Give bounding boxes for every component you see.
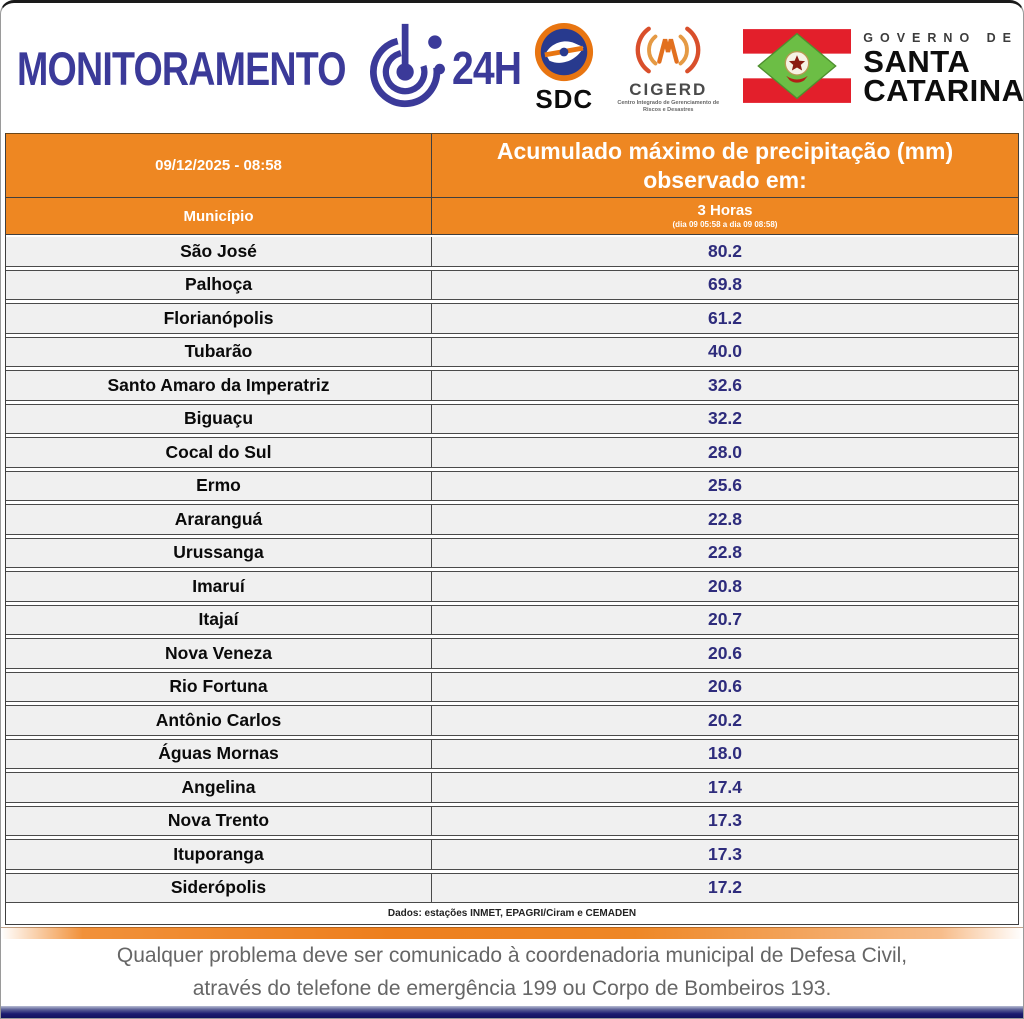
value-cell: 25.6 bbox=[707, 475, 743, 496]
cigerd-subtitle: Centro Integrado de Gerenciamento de Ris… bbox=[617, 99, 720, 113]
santa-label: SANTA bbox=[863, 43, 971, 79]
value-cell: 80.2 bbox=[707, 240, 743, 261]
table-row: Angelina 17.4 bbox=[6, 772, 1018, 803]
municipio-column-header: Município bbox=[6, 198, 432, 234]
municipality-cell: Angelina bbox=[6, 773, 432, 802]
radar-icon bbox=[366, 21, 450, 126]
municipality-cell: Ituporanga bbox=[6, 840, 432, 869]
value-cell: 69.8 bbox=[707, 274, 743, 295]
table-row: Tubarão 40.0 bbox=[6, 336, 1018, 367]
sdc-label: SDC bbox=[535, 84, 594, 114]
hours-range-subheader: (dia 09 05:58 a dia 09 08:58) bbox=[672, 220, 778, 230]
municipality-cell: Biguaçu bbox=[6, 404, 432, 433]
sdc-emblem-icon bbox=[533, 21, 595, 88]
table-title: Acumulado máximo de precipitação (mm) ob… bbox=[496, 137, 954, 193]
value-cell: 20.2 bbox=[707, 709, 743, 730]
table-title-row: 09/12/2025 - 08:58 Acumulado máximo de p… bbox=[6, 134, 1018, 198]
brand-suffix: 24H bbox=[451, 42, 522, 94]
municipality-cell: Imaruí bbox=[6, 572, 432, 601]
municipality-cell: Santo Amaro da Imperatriz bbox=[6, 371, 432, 400]
table-row: Águas Mornas 18.0 bbox=[6, 738, 1018, 769]
table-row: Imaruí 20.8 bbox=[6, 571, 1018, 602]
notice-line-2: através do telefone de emergência 199 ou… bbox=[192, 976, 832, 1000]
table-row: Antônio Carlos 20.2 bbox=[6, 705, 1018, 736]
table-row: Urussanga 22.8 bbox=[6, 537, 1018, 568]
governo-text: GOVERNO DE SANTA CATARINA bbox=[863, 30, 1024, 108]
notice-line-1: Qualquer problema deve ser comunicado à … bbox=[116, 943, 908, 967]
emergency-notice: Qualquer problema deve ser comunicado à … bbox=[1, 939, 1023, 1006]
municipality-cell: Nova Veneza bbox=[6, 639, 432, 668]
value-cell: 32.6 bbox=[707, 374, 743, 395]
santa-catarina-flag-icon bbox=[743, 28, 852, 109]
municipality-cell: Tubarão bbox=[6, 337, 432, 366]
municipality-cell: Itajaí bbox=[6, 605, 432, 634]
table-row: Santo Amaro da Imperatriz 32.6 bbox=[6, 370, 1018, 401]
table-row: Ituporanga 17.3 bbox=[6, 839, 1018, 870]
cigerd-logo: CIGERD Centro Integrado de Gerenciamento… bbox=[613, 23, 723, 114]
municipality-cell: São José bbox=[6, 237, 432, 266]
report-datetime: 09/12/2025 - 08:58 bbox=[6, 134, 432, 197]
value-cell: 28.0 bbox=[707, 441, 743, 462]
orange-divider-bar bbox=[1, 927, 1023, 939]
municipality-cell: Antônio Carlos bbox=[6, 706, 432, 735]
table-row: São José 80.2 bbox=[6, 237, 1018, 267]
value-cell: 20.6 bbox=[707, 642, 743, 663]
municipality-cell: Ermo bbox=[6, 471, 432, 500]
catarina-label: CATARINA bbox=[863, 73, 1024, 108]
value-cell: 18.0 bbox=[707, 743, 743, 764]
municipality-cell: Araranguá bbox=[6, 505, 432, 534]
table-header-row: Município 3 Horas (dia 09 05:58 a dia 09… bbox=[6, 198, 1018, 235]
municipality-cell: Siderópolis bbox=[6, 873, 432, 902]
data-source-note: Dados: estações INMET, EPAGRI/Ciram e CE… bbox=[6, 903, 1018, 924]
governo-de-label: GOVERNO DE bbox=[863, 30, 1019, 45]
municipality-cell: Cocal do Sul bbox=[6, 438, 432, 467]
navy-footer-bar bbox=[1, 1006, 1023, 1018]
logo-strip: MONITORAMENTO 24H bbox=[1, 3, 1023, 133]
governo-sc-logo: GOVERNO DE SANTA CATARINA bbox=[743, 28, 1024, 109]
monitoramento-24h-logo: MONITORAMENTO 24H bbox=[17, 11, 533, 126]
value-cell: 22.8 bbox=[707, 508, 743, 529]
table-row: Cocal do Sul 28.0 bbox=[6, 437, 1018, 468]
table-row: Biguaçu 32.2 bbox=[6, 403, 1018, 434]
table-body: São José 80.2 Palhoça 69.8 Florianópolis 61… bbox=[6, 235, 1018, 903]
value-cell: 32.2 bbox=[707, 408, 743, 429]
municipality-cell: Urussanga bbox=[6, 538, 432, 567]
municipality-cell: Águas Mornas bbox=[6, 739, 432, 768]
cigerd-waves-icon bbox=[629, 23, 707, 82]
value-cell: 20.6 bbox=[707, 676, 743, 697]
value-cell: 17.3 bbox=[707, 810, 743, 831]
value-cell: 17.2 bbox=[707, 877, 743, 898]
municipality-cell: Florianópolis bbox=[6, 304, 432, 333]
municipality-cell: Nova Trento bbox=[6, 806, 432, 835]
table-row: Rio Fortuna 20.6 bbox=[6, 671, 1018, 702]
municipality-cell: Rio Fortuna bbox=[6, 672, 432, 701]
sdc-logo: SDC bbox=[533, 21, 595, 115]
table-row: Siderópolis 17.2 bbox=[6, 872, 1018, 903]
table-row: Araranguá 22.8 bbox=[6, 504, 1018, 535]
table-row: Ermo 25.6 bbox=[6, 470, 1018, 501]
cigerd-label: CIGERD bbox=[629, 79, 708, 99]
value-cell: 22.8 bbox=[707, 542, 743, 563]
precipitation-table: 09/12/2025 - 08:58 Acumulado máximo de p… bbox=[5, 133, 1019, 925]
value-cell: 40.0 bbox=[707, 341, 743, 362]
table-row: Nova Veneza 20.6 bbox=[6, 638, 1018, 669]
table-row: Itajaí 20.7 bbox=[6, 604, 1018, 635]
value-cell: 61.2 bbox=[707, 307, 743, 328]
municipality-cell: Palhoça bbox=[6, 270, 432, 299]
value-cell: 17.3 bbox=[707, 843, 743, 864]
value-cell: 17.4 bbox=[707, 776, 743, 797]
hours-column-header: 3 Horas (dia 09 05:58 a dia 09 08:58) bbox=[672, 201, 778, 230]
value-cell: 20.8 bbox=[707, 575, 743, 596]
table-row: Nova Trento 17.3 bbox=[6, 805, 1018, 836]
brand-title: MONITORAMENTO bbox=[17, 41, 346, 95]
table-row: Palhoça 69.8 bbox=[6, 269, 1018, 300]
value-cell: 20.7 bbox=[707, 609, 743, 630]
table-row: Florianópolis 61.2 bbox=[6, 303, 1018, 334]
